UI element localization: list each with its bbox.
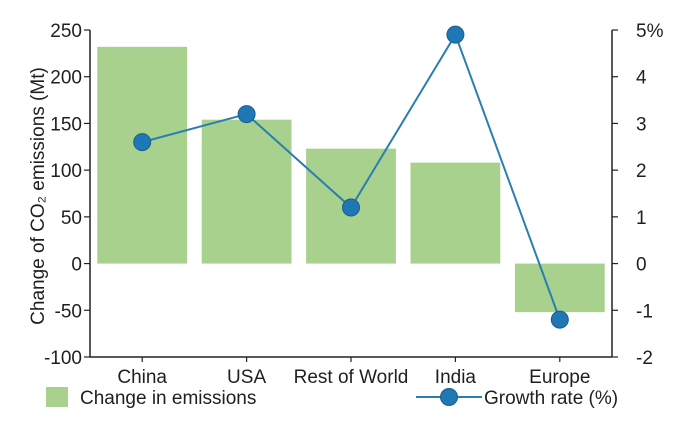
tick-label-right: 0 bbox=[636, 255, 647, 276]
tick-label-right: 5% bbox=[636, 21, 664, 42]
tick-label-left: 150 bbox=[50, 114, 82, 135]
tick-label-left: 250 bbox=[50, 21, 82, 42]
legend-label-bar: Change in emissions bbox=[80, 388, 256, 409]
bar-usa bbox=[201, 119, 292, 264]
growth-rate-point-europe bbox=[550, 310, 569, 329]
category-label: China bbox=[117, 367, 167, 388]
tick-label-right: 4 bbox=[636, 68, 647, 89]
tick-label-left: -50 bbox=[55, 301, 82, 322]
growth-rate-point-india bbox=[446, 25, 465, 44]
growth-rate-point-rest-of-world bbox=[342, 198, 360, 217]
tick-label-left: 0 bbox=[71, 255, 82, 276]
legend-swatch-bar bbox=[46, 387, 68, 407]
category-label: Europe bbox=[529, 367, 590, 388]
tick-label-right: -2 bbox=[636, 348, 653, 369]
tick-label-left: 50 bbox=[61, 208, 82, 229]
tick-label-right: 3 bbox=[636, 114, 647, 135]
tick-label-right: 1 bbox=[636, 208, 647, 229]
category-label: Rest of World bbox=[294, 367, 409, 388]
tick-label-right: -1 bbox=[636, 301, 653, 322]
legend-label-line: Growth rate (%) bbox=[484, 388, 618, 409]
tick-label-left: -100 bbox=[44, 348, 82, 369]
legend-swatch-marker bbox=[440, 388, 458, 406]
tick-label-right: 2 bbox=[636, 161, 647, 182]
category-label: USA bbox=[227, 367, 266, 388]
bar-china bbox=[97, 46, 188, 264]
bar-europe bbox=[514, 263, 605, 313]
growth-rate-point-china bbox=[133, 133, 152, 152]
bar-india bbox=[410, 162, 501, 264]
category-label: India bbox=[435, 367, 477, 388]
y-axis-label-left: Change of CO₂ emissions (Mt) bbox=[28, 67, 49, 325]
growth-rate-point-usa bbox=[237, 105, 256, 124]
tick-label-left: 100 bbox=[50, 161, 82, 182]
tick-label-left: 200 bbox=[50, 68, 82, 89]
